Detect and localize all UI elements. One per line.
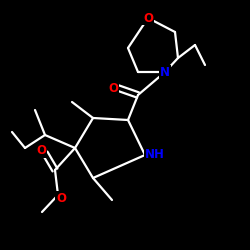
- Text: N: N: [160, 66, 170, 78]
- Text: O: O: [143, 12, 153, 24]
- Text: NH: NH: [145, 148, 165, 162]
- Text: O: O: [36, 144, 46, 158]
- Text: O: O: [108, 82, 118, 94]
- Text: O: O: [56, 192, 66, 204]
